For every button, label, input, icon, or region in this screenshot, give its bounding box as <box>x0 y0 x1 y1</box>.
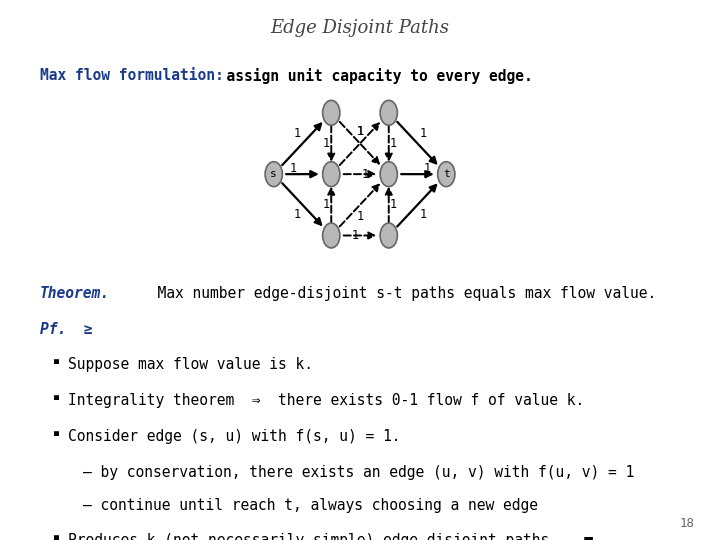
Text: 1: 1 <box>423 162 431 175</box>
Text: Consider edge (s, u) with f(s, u) = 1.: Consider edge (s, u) with f(s, u) = 1. <box>68 429 401 444</box>
Text: t: t <box>443 169 449 179</box>
Text: 1: 1 <box>356 125 364 138</box>
Text: Suppose max flow value is k.: Suppose max flow value is k. <box>68 357 313 373</box>
Text: ■: ■ <box>54 429 59 438</box>
Text: 1: 1 <box>351 229 359 242</box>
Ellipse shape <box>323 161 340 187</box>
Text: 1: 1 <box>323 137 330 150</box>
Text: 1: 1 <box>420 208 427 221</box>
Text: – continue until reach t, always choosing a new edge: – continue until reach t, always choosin… <box>83 498 538 512</box>
Text: 1: 1 <box>420 127 427 140</box>
Text: 1: 1 <box>356 125 364 138</box>
Text: 1: 1 <box>361 167 369 181</box>
Text: assign unit capacity to every edge.: assign unit capacity to every edge. <box>209 68 533 84</box>
Text: 18: 18 <box>680 517 695 530</box>
Ellipse shape <box>323 223 340 248</box>
Ellipse shape <box>265 161 282 187</box>
Text: Produces k (not necessarily simple) edge-disjoint paths.   ■: Produces k (not necessarily simple) edge… <box>68 534 593 540</box>
Text: ■: ■ <box>54 357 59 367</box>
Text: 1: 1 <box>390 137 397 150</box>
Text: 1: 1 <box>289 162 297 175</box>
Text: 1: 1 <box>390 198 397 211</box>
Ellipse shape <box>323 100 340 125</box>
Text: 1: 1 <box>293 208 300 221</box>
Text: 1: 1 <box>293 127 300 140</box>
Text: Pf.  ≥: Pf. ≥ <box>40 322 92 337</box>
Text: Max number edge-disjoint s-t paths equals max flow value.: Max number edge-disjoint s-t paths equal… <box>140 286 657 301</box>
Text: – by conservation, there exists an edge (u, v) with f(u, v) = 1: – by conservation, there exists an edge … <box>83 464 634 480</box>
Ellipse shape <box>380 223 397 248</box>
Ellipse shape <box>438 161 455 187</box>
Text: ■: ■ <box>54 393 59 402</box>
Text: Integrality theorem  ⇒  there exists 0-1 flow f of value k.: Integrality theorem ⇒ there exists 0-1 f… <box>68 393 585 408</box>
Text: ■: ■ <box>54 534 59 540</box>
Text: Theorem.: Theorem. <box>40 286 109 301</box>
Ellipse shape <box>380 161 397 187</box>
Ellipse shape <box>380 100 397 125</box>
Text: 1: 1 <box>356 210 364 223</box>
Text: s: s <box>270 169 277 179</box>
Text: 1: 1 <box>323 198 330 211</box>
Text: Edge Disjoint Paths: Edge Disjoint Paths <box>271 19 449 37</box>
Text: Max flow formulation:: Max flow formulation: <box>40 68 223 83</box>
